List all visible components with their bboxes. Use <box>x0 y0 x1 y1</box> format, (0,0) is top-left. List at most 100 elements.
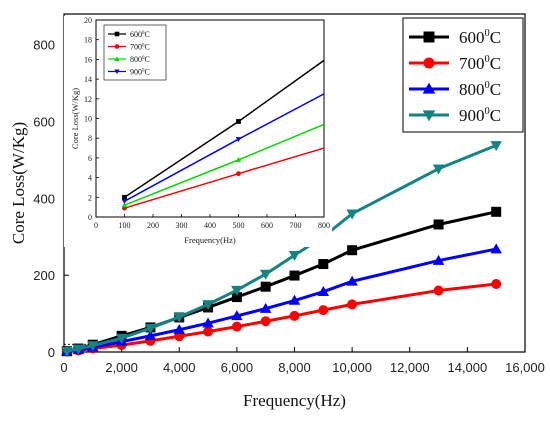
data-point <box>259 269 272 280</box>
data-point <box>173 323 185 334</box>
data-point <box>432 254 445 265</box>
inset-x-axis: 0 100 200 300 400 500 600 700 800 <box>94 214 330 230</box>
x-tick-label: 6,000 <box>221 360 254 375</box>
inset-series-800 <box>121 123 325 208</box>
data-point <box>144 323 157 334</box>
inset-y-tick-label: 8 <box>88 134 92 143</box>
inset-x-tick-label: 800 <box>318 221 330 230</box>
y-tick-label: 400 <box>33 191 55 206</box>
series-700 <box>61 279 502 357</box>
data-point <box>346 275 358 286</box>
data-point <box>490 141 502 152</box>
y-tick-label: 800 <box>33 38 55 53</box>
inset-x-tick-label: 600 <box>261 221 273 230</box>
legend-label-inset-800: 8000C <box>130 55 150 64</box>
x-tick-label: 2,000 <box>105 360 138 375</box>
data-point <box>491 206 502 217</box>
inset-y-tick-label: 14 <box>84 75 92 84</box>
legend-label-inset-700: 7000C <box>130 43 150 52</box>
data-point <box>87 341 99 352</box>
data-point <box>491 279 502 290</box>
x-tick-label: 4,000 <box>163 360 196 375</box>
data-point <box>231 310 243 321</box>
series-line-900 <box>66 143 497 353</box>
data-point <box>288 250 301 261</box>
inset-data-point <box>121 202 128 208</box>
data-point <box>231 285 243 296</box>
data-point <box>260 316 271 327</box>
legend-marker-600 <box>423 31 435 43</box>
data-point <box>202 317 214 328</box>
y-tick-label: 600 <box>33 115 55 130</box>
inset-legend: 6000C 7000C 8000C 9000C <box>103 24 167 81</box>
data-point <box>173 312 185 323</box>
data-point <box>347 245 358 256</box>
inset-y-tick-label: 2 <box>88 193 92 202</box>
inset-y-tick-label: 10 <box>84 115 92 124</box>
data-point <box>288 294 301 305</box>
data-point <box>433 219 444 230</box>
data-point <box>202 300 214 311</box>
inset-plot: 0 100 200 300 400 500 600 700 800 0 2 4 6 8 10 12 14 16 18… <box>64 16 332 247</box>
inset-y-tick-label: 12 <box>84 95 92 104</box>
legend-label-900: 9000C <box>459 106 501 125</box>
legend-label-600: 6000C <box>459 28 501 47</box>
data-point <box>432 164 445 175</box>
x-tick-label: 12,000 <box>390 360 430 375</box>
data-point <box>490 243 502 254</box>
series-line-700 <box>66 282 497 354</box>
inset-data-point <box>235 157 242 162</box>
data-point <box>231 321 242 332</box>
data-point <box>72 344 85 355</box>
inset-x-tick-label: 500 <box>233 221 245 230</box>
inset-legend-marker-700 <box>114 44 120 49</box>
inset-x-tick-label: 0 <box>94 221 98 230</box>
series-900 <box>61 141 502 357</box>
main-plot: 0 2,000 4,000 6,000 8,000 10,000 12,000 14,000 1… <box>9 13 545 410</box>
inset-y-axis: 0 2 4 6 8 10 12 14 16 18 20 <box>84 16 99 222</box>
legend-label-inset-600: 6000C <box>130 30 150 39</box>
x-tick-label: 10,000 <box>332 360 372 375</box>
inset-data-point <box>236 119 241 124</box>
data-point <box>347 299 358 310</box>
inset-series-600 <box>122 59 325 200</box>
data-point <box>289 310 300 321</box>
inset-y-tick-label: 6 <box>88 154 92 163</box>
y-tick-label: 0 <box>48 345 55 360</box>
legend-label-700: 7000C <box>459 54 501 73</box>
data-point <box>317 285 330 296</box>
data-point <box>260 281 271 292</box>
inset-x-tick-label: 200 <box>147 221 159 230</box>
inset-legend-marker-900 <box>114 69 120 75</box>
data-point <box>203 326 214 337</box>
x-tick-label: 14,000 <box>447 360 487 375</box>
inset-y-tick-label: 0 <box>88 213 92 222</box>
main-y-axis: 0 200 400 600 800 <box>33 38 69 360</box>
inset-y-tick-label: 16 <box>84 55 92 64</box>
data-point <box>115 333 128 344</box>
main-x-axis: 0 2,000 4,000 6,000 8,000 10,000 12,000 14,000 1… <box>60 347 545 375</box>
inset-x-tick-label: 100 <box>119 221 131 230</box>
inset-y-tick-label: 4 <box>88 174 92 183</box>
main-legend: 6000C 7000C 8000C 9000C <box>402 17 524 133</box>
data-point <box>318 259 329 270</box>
inset-x-tick-label: 700 <box>290 221 302 230</box>
data-point <box>231 292 242 303</box>
inset-data-point <box>121 199 128 204</box>
x-axis-title: Frequency(Hz) <box>243 391 346 410</box>
x-tick-label: 16,000 <box>505 360 545 375</box>
data-point <box>346 209 358 220</box>
legend-marker-800 <box>422 82 436 94</box>
inset-data-point <box>235 137 242 142</box>
inset-x-tick-label: 300 <box>176 221 188 230</box>
inset-x-axis-title: Frequency(Hz) <box>184 235 236 245</box>
series-800 <box>61 243 502 356</box>
inset-legend-marker-600 <box>114 31 120 37</box>
legend-label-inset-900: 9000C <box>130 68 150 77</box>
inset-y-axis-title: Core Loss(W/Kg) <box>70 88 80 149</box>
inset-data-point <box>122 194 127 200</box>
data-point <box>289 270 300 281</box>
inset-legend-marker-800 <box>114 56 120 61</box>
